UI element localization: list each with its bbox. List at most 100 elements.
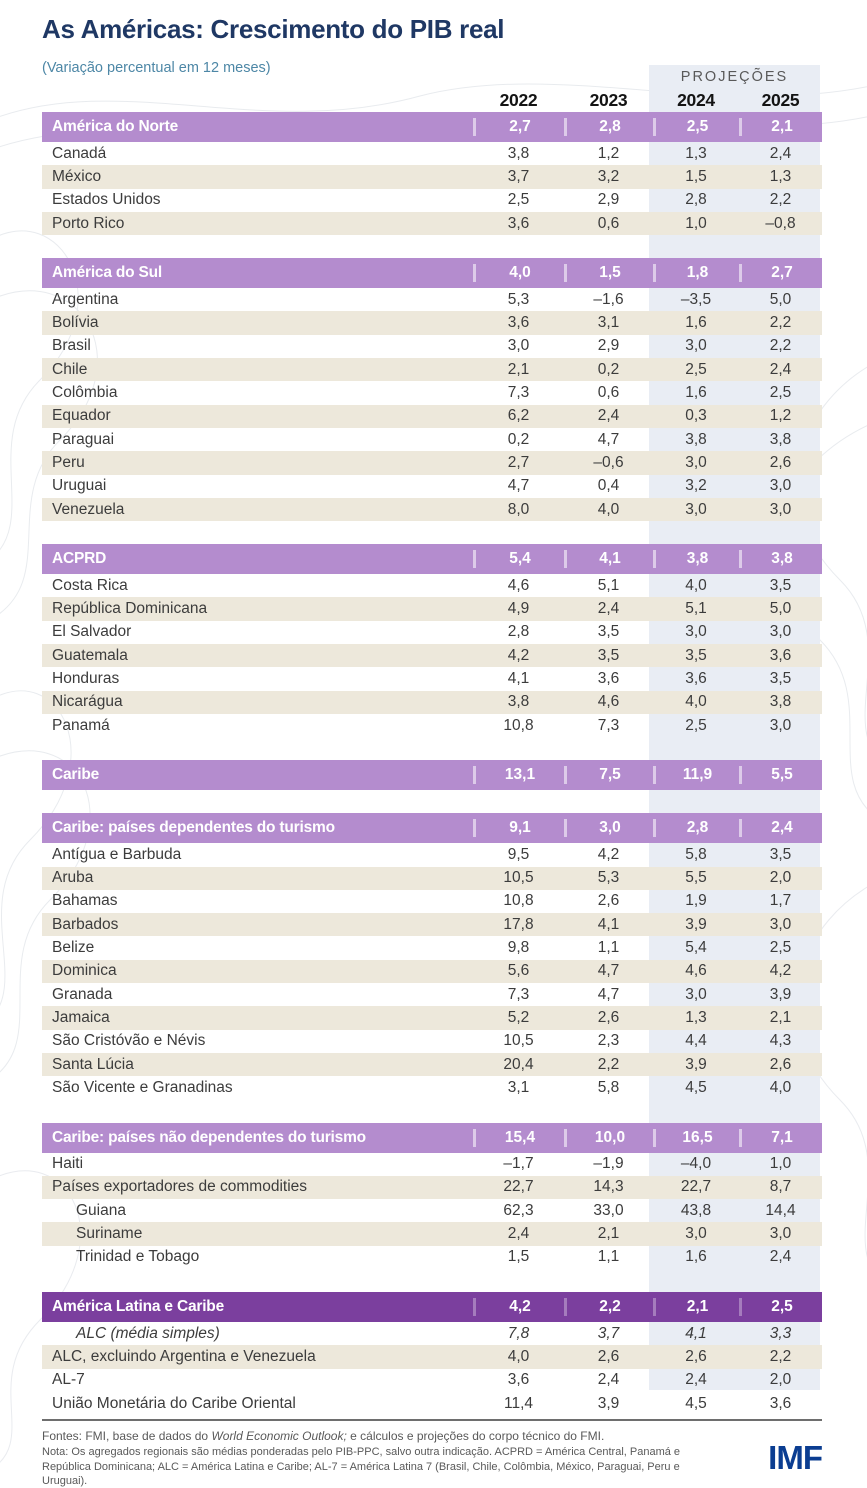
value-cell: 3,0 xyxy=(769,477,792,495)
table-row: Trinidad e Tobago 1,5 1,1 1,6 2,4 xyxy=(42,1246,822,1269)
section-header-value: 4,2 xyxy=(473,1297,564,1316)
value-cell: 4,7 xyxy=(597,962,620,980)
value-cell: 4,1 xyxy=(507,669,530,687)
row-label: São Cristóvão e Névis xyxy=(52,1032,206,1050)
row-label: Brasil xyxy=(52,337,91,355)
section-gap xyxy=(42,1269,822,1292)
row-label: Estados Unidos xyxy=(52,191,161,209)
table-row: Jamaica 5,2 2,6 1,3 2,1 xyxy=(42,1006,822,1030)
section-header-label: ACPRD xyxy=(52,550,107,568)
value-cell: 4,3 xyxy=(769,1032,792,1050)
value-cell: 2,1 xyxy=(597,1225,620,1243)
row-label: Uruguai xyxy=(52,477,107,495)
section-header-row: Caribe: países dependentes do turismo 9,1… xyxy=(42,813,822,844)
value-cell: 2,9 xyxy=(597,337,620,355)
year-header-row: 2022 2023 2024 2025 xyxy=(42,88,822,112)
row-label: São Vicente e Granadinas xyxy=(52,1078,233,1096)
value-cell: 4,0 xyxy=(685,693,707,711)
row-label: ALC (média simples) xyxy=(76,1324,220,1342)
value-cell: 2,0 xyxy=(769,1371,792,1389)
value-cell: 3,6 xyxy=(507,314,530,332)
value-cell: 3,7 xyxy=(507,167,530,185)
section-header-value: 2,8 xyxy=(653,819,739,838)
row-label: México xyxy=(52,167,102,185)
row-label: Honduras xyxy=(52,669,120,687)
row-label: Peru xyxy=(52,453,85,471)
table-row: Brasil 3,0 2,9 3,0 2,2 xyxy=(42,335,822,358)
section-header-value: 2,5 xyxy=(739,1297,822,1316)
row-label: Belize xyxy=(52,939,95,957)
value-cell: 3,0 xyxy=(685,1225,707,1243)
value-cell: 4,7 xyxy=(507,477,530,495)
table-row: Bahamas 10,8 2,6 1,9 1,7 xyxy=(42,890,822,913)
value-cell: 10,5 xyxy=(503,1032,534,1050)
value-cell: 6,2 xyxy=(507,407,530,425)
page-title: As Américas: Crescimento do PIB real xyxy=(42,14,505,44)
value-cell: 3,9 xyxy=(769,985,792,1003)
table-row: Guiana 62,3 33,0 43,8 14,4 xyxy=(42,1199,822,1222)
value-cell: 2,4 xyxy=(769,1248,792,1266)
value-cell: 2,5 xyxy=(685,360,707,378)
value-cell: 1,5 xyxy=(685,167,707,185)
table-row: Panamá 10,8 7,3 2,5 3,0 xyxy=(42,714,822,737)
section-header-label: América Latina e Caribe xyxy=(52,1297,225,1315)
value-cell: –3,5 xyxy=(680,290,712,308)
value-cell: 4,6 xyxy=(507,576,530,594)
value-cell: 3,8 xyxy=(685,430,707,448)
value-cell: 20,4 xyxy=(503,1055,534,1073)
value-cell: 4,7 xyxy=(597,985,620,1003)
table-row: Santa Lúcia 20,4 2,2 3,9 2,6 xyxy=(42,1052,822,1077)
value-cell: 3,5 xyxy=(769,669,792,687)
value-cell: 3,9 xyxy=(685,915,707,933)
table-row: Canadá 3,8 1,2 1,3 2,4 xyxy=(42,142,822,165)
section-header-value: 7,5 xyxy=(564,766,653,785)
row-label: Colômbia xyxy=(52,384,118,402)
table-row: Países exportadores de commodities 22,7 14… xyxy=(42,1175,822,1200)
section-header-value: 2,7 xyxy=(473,118,564,136)
value-cell: 1,2 xyxy=(769,407,792,425)
section-header-value: 11,9 xyxy=(653,766,739,785)
table-row: Argentina 5,3 –1,6 –3,5 5,0 xyxy=(42,288,822,311)
value-cell: 0,6 xyxy=(597,214,620,232)
imf-logo: IMF xyxy=(768,1439,823,1477)
sources-italic: World Economic Outlook; xyxy=(211,1429,347,1443)
section-header-value: 5,4 xyxy=(473,550,564,569)
section-gap xyxy=(42,1100,822,1123)
value-cell: 2,7 xyxy=(507,453,530,471)
section-header-row: ACPRD 5,4 4,1 3,8 3,8 xyxy=(42,544,822,575)
section-header-value: 5,5 xyxy=(739,766,822,785)
value-cell: 5,4 xyxy=(685,939,707,957)
value-cell: 33,0 xyxy=(593,1201,624,1219)
table-row: Belize 9,8 1,1 5,4 2,5 xyxy=(42,936,822,959)
table-row: Suriname 2,4 2,1 3,0 3,0 xyxy=(42,1222,822,1246)
section-header-value: 9,1 xyxy=(473,819,564,838)
section-gap xyxy=(42,737,822,760)
value-cell: 2,6 xyxy=(597,1347,620,1365)
value-cell: 22,7 xyxy=(503,1178,534,1196)
table-row: Antígua e Barbuda 9,5 4,2 5,8 3,5 xyxy=(42,843,822,866)
table-row: AL-7 3,6 2,4 2,4 2,0 xyxy=(42,1369,822,1392)
value-cell: 4,7 xyxy=(597,430,620,448)
section-header-value: 2,7 xyxy=(739,264,822,283)
section-header-value: 1,5 xyxy=(564,264,653,283)
value-cell: 4,5 xyxy=(685,1394,707,1412)
row-label: Trinidad e Tobago xyxy=(76,1248,200,1266)
section-header-value: 2,5 xyxy=(653,118,739,136)
value-cell: 5,0 xyxy=(769,290,792,308)
value-cell: 3,8 xyxy=(769,430,792,448)
row-label: Guiana xyxy=(76,1201,126,1219)
value-cell: 3,6 xyxy=(507,214,530,232)
value-cell: 3,0 xyxy=(685,337,707,355)
value-cell: 3,5 xyxy=(597,623,620,641)
value-cell: 14,4 xyxy=(765,1201,796,1219)
value-cell: 10,8 xyxy=(503,716,534,734)
value-cell: 2,3 xyxy=(597,1032,620,1050)
row-label: Países exportadores de commodities xyxy=(52,1178,308,1196)
value-cell: 2,6 xyxy=(769,1055,792,1073)
value-cell: 2,4 xyxy=(597,600,620,618)
footer-text: Fontes: FMI, base de dados do World Econ… xyxy=(42,1428,707,1488)
value-cell: 2,1 xyxy=(507,360,530,378)
value-cell: 1,3 xyxy=(769,167,792,185)
value-cell: 2,6 xyxy=(685,1347,707,1365)
row-label: Antígua e Barbuda xyxy=(52,845,182,863)
